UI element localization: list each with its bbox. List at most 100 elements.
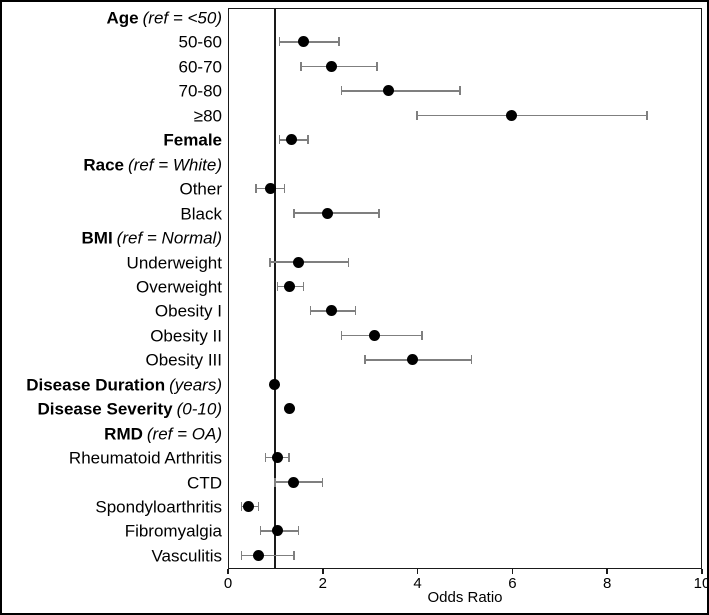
error-bar-cap-low bbox=[278, 135, 281, 145]
row-label-60-70: 60-70 bbox=[2, 58, 222, 75]
x-tick-label: 2 bbox=[318, 575, 327, 592]
data-point-vasculitis bbox=[252, 549, 264, 561]
row-label-obesity-iii: Obesity III bbox=[2, 352, 222, 369]
row-label-vasculitis: Vasculitis bbox=[2, 547, 222, 564]
error-bar bbox=[270, 261, 349, 263]
row-label-obesity-ii: Obesity II bbox=[2, 327, 222, 344]
row-label-age: Age (ref = <50) bbox=[2, 8, 223, 28]
row-label-disease-duration: Disease Duration (years) bbox=[2, 376, 222, 393]
error-bar-cap-high bbox=[297, 526, 300, 536]
row-label-suffix: (0-10) bbox=[176, 399, 222, 419]
row-label-disease-severity: Disease Severity (0-10) bbox=[2, 401, 222, 418]
error-bar-cap-high bbox=[288, 453, 290, 463]
error-bar-cap-high bbox=[347, 257, 350, 267]
row-label-spondyloarthritis: Spondyloarthritis bbox=[2, 499, 222, 516]
error-bar bbox=[417, 114, 647, 117]
data-point-overweight bbox=[283, 280, 295, 292]
row-label-text: 70-80 bbox=[178, 81, 222, 101]
x-tick-label: 8 bbox=[603, 575, 612, 592]
row-label-ctd: CTD bbox=[2, 474, 222, 491]
data-point-60-70 bbox=[326, 60, 338, 72]
row-label-race: Race (ref = White) bbox=[2, 156, 222, 173]
row-label-suffix: (years) bbox=[169, 375, 222, 395]
data-point-70-80 bbox=[383, 85, 395, 97]
data-point-spondyloarthritis bbox=[243, 501, 255, 512]
row-label-text: Fibromyalgia bbox=[124, 521, 222, 541]
error-bar-cap-high bbox=[307, 135, 309, 145]
row-label-text: 60-70 bbox=[178, 57, 222, 77]
row-label-70-80: 70-80 bbox=[2, 83, 222, 100]
error-bar-cap-low bbox=[300, 61, 302, 71]
error-bar-cap-low bbox=[269, 257, 271, 267]
row-label-text: ≥80 bbox=[193, 106, 222, 126]
data-point-rheumatoid-arthritis bbox=[271, 452, 283, 464]
data-point-ctd bbox=[288, 476, 300, 488]
error-bar-cap-low bbox=[274, 477, 276, 487]
x-tick bbox=[606, 569, 608, 574]
error-bar-cap-low bbox=[276, 281, 279, 291]
x-tick bbox=[416, 569, 419, 574]
error-bar-cap-high bbox=[293, 550, 295, 560]
row-label-underweight: Underweight bbox=[2, 254, 222, 271]
error-bar bbox=[341, 90, 460, 92]
row-label-suffix: (ref = White) bbox=[128, 155, 222, 175]
error-bar-cap-high bbox=[321, 477, 324, 487]
row-label-50-60: 50-60 bbox=[2, 34, 222, 51]
data-point-50-60 bbox=[297, 36, 309, 48]
data-point-disease-severity bbox=[283, 403, 295, 415]
x-tick bbox=[322, 569, 324, 574]
plot-area bbox=[228, 8, 702, 569]
data-point-disease-duration bbox=[269, 378, 281, 390]
row-label-text: Disease Severity bbox=[37, 399, 173, 419]
row-label-rheumatoid-arthritis: Rheumatoid Arthritis bbox=[2, 450, 222, 467]
row-label-text: Overweight bbox=[136, 277, 222, 297]
x-tick-label: 6 bbox=[508, 575, 517, 592]
row-label-text: Rheumatoid Arthritis bbox=[68, 448, 222, 468]
error-bar-cap-low bbox=[278, 37, 281, 47]
reference-line-or1 bbox=[273, 9, 277, 568]
data-point-80 bbox=[506, 109, 518, 121]
x-tick-label: 10 bbox=[693, 575, 709, 592]
row-label-text: Obesity II bbox=[150, 326, 222, 346]
error-bar-cap-high bbox=[459, 86, 461, 96]
row-label-80: ≥80 bbox=[2, 107, 222, 124]
row-label-text: Vasculitis bbox=[151, 546, 222, 566]
x-tick-label: 0 bbox=[223, 575, 233, 592]
data-point-fibromyalgia bbox=[271, 525, 283, 537]
error-bar bbox=[241, 554, 294, 557]
error-bar bbox=[300, 65, 377, 68]
row-label-other: Other bbox=[2, 181, 222, 198]
error-bar-cap-low bbox=[293, 208, 295, 218]
x-axis-title: Odds Ratio bbox=[427, 589, 503, 606]
row-label-text: Race bbox=[83, 155, 124, 175]
error-bar bbox=[293, 212, 380, 214]
error-bar-cap-high bbox=[354, 306, 357, 316]
row-label-text: CTD bbox=[187, 473, 222, 493]
data-point-underweight bbox=[293, 256, 305, 268]
data-point-black bbox=[321, 207, 333, 219]
data-point-other bbox=[264, 183, 276, 195]
x-tick bbox=[227, 569, 229, 574]
data-point-female bbox=[285, 134, 297, 146]
error-bar-cap-high bbox=[302, 281, 305, 291]
data-point-obesity-i bbox=[326, 305, 338, 317]
error-bar bbox=[341, 334, 422, 337]
error-bar-cap-low bbox=[259, 526, 262, 536]
row-label-text: 50-60 bbox=[178, 32, 222, 52]
row-label-suffix: (ref = <50) bbox=[142, 8, 222, 28]
row-label-black: Black bbox=[2, 205, 222, 222]
error-bar-cap-low bbox=[364, 355, 366, 365]
error-bar-cap-high bbox=[470, 355, 473, 365]
row-label-rmd: RMD (ref = OA) bbox=[2, 425, 222, 442]
error-bar-cap-high bbox=[378, 208, 380, 218]
data-point-obesity-ii bbox=[368, 329, 380, 341]
error-bar-cap-low bbox=[340, 330, 342, 340]
row-label-text: Age bbox=[106, 8, 139, 28]
error-bar-cap-high bbox=[421, 330, 423, 340]
error-bar-cap-high bbox=[283, 184, 286, 194]
error-bar bbox=[279, 41, 339, 43]
row-label-text: Female bbox=[163, 130, 222, 150]
error-bar-cap-low bbox=[255, 184, 257, 194]
x-tick-label: 4 bbox=[413, 575, 422, 592]
